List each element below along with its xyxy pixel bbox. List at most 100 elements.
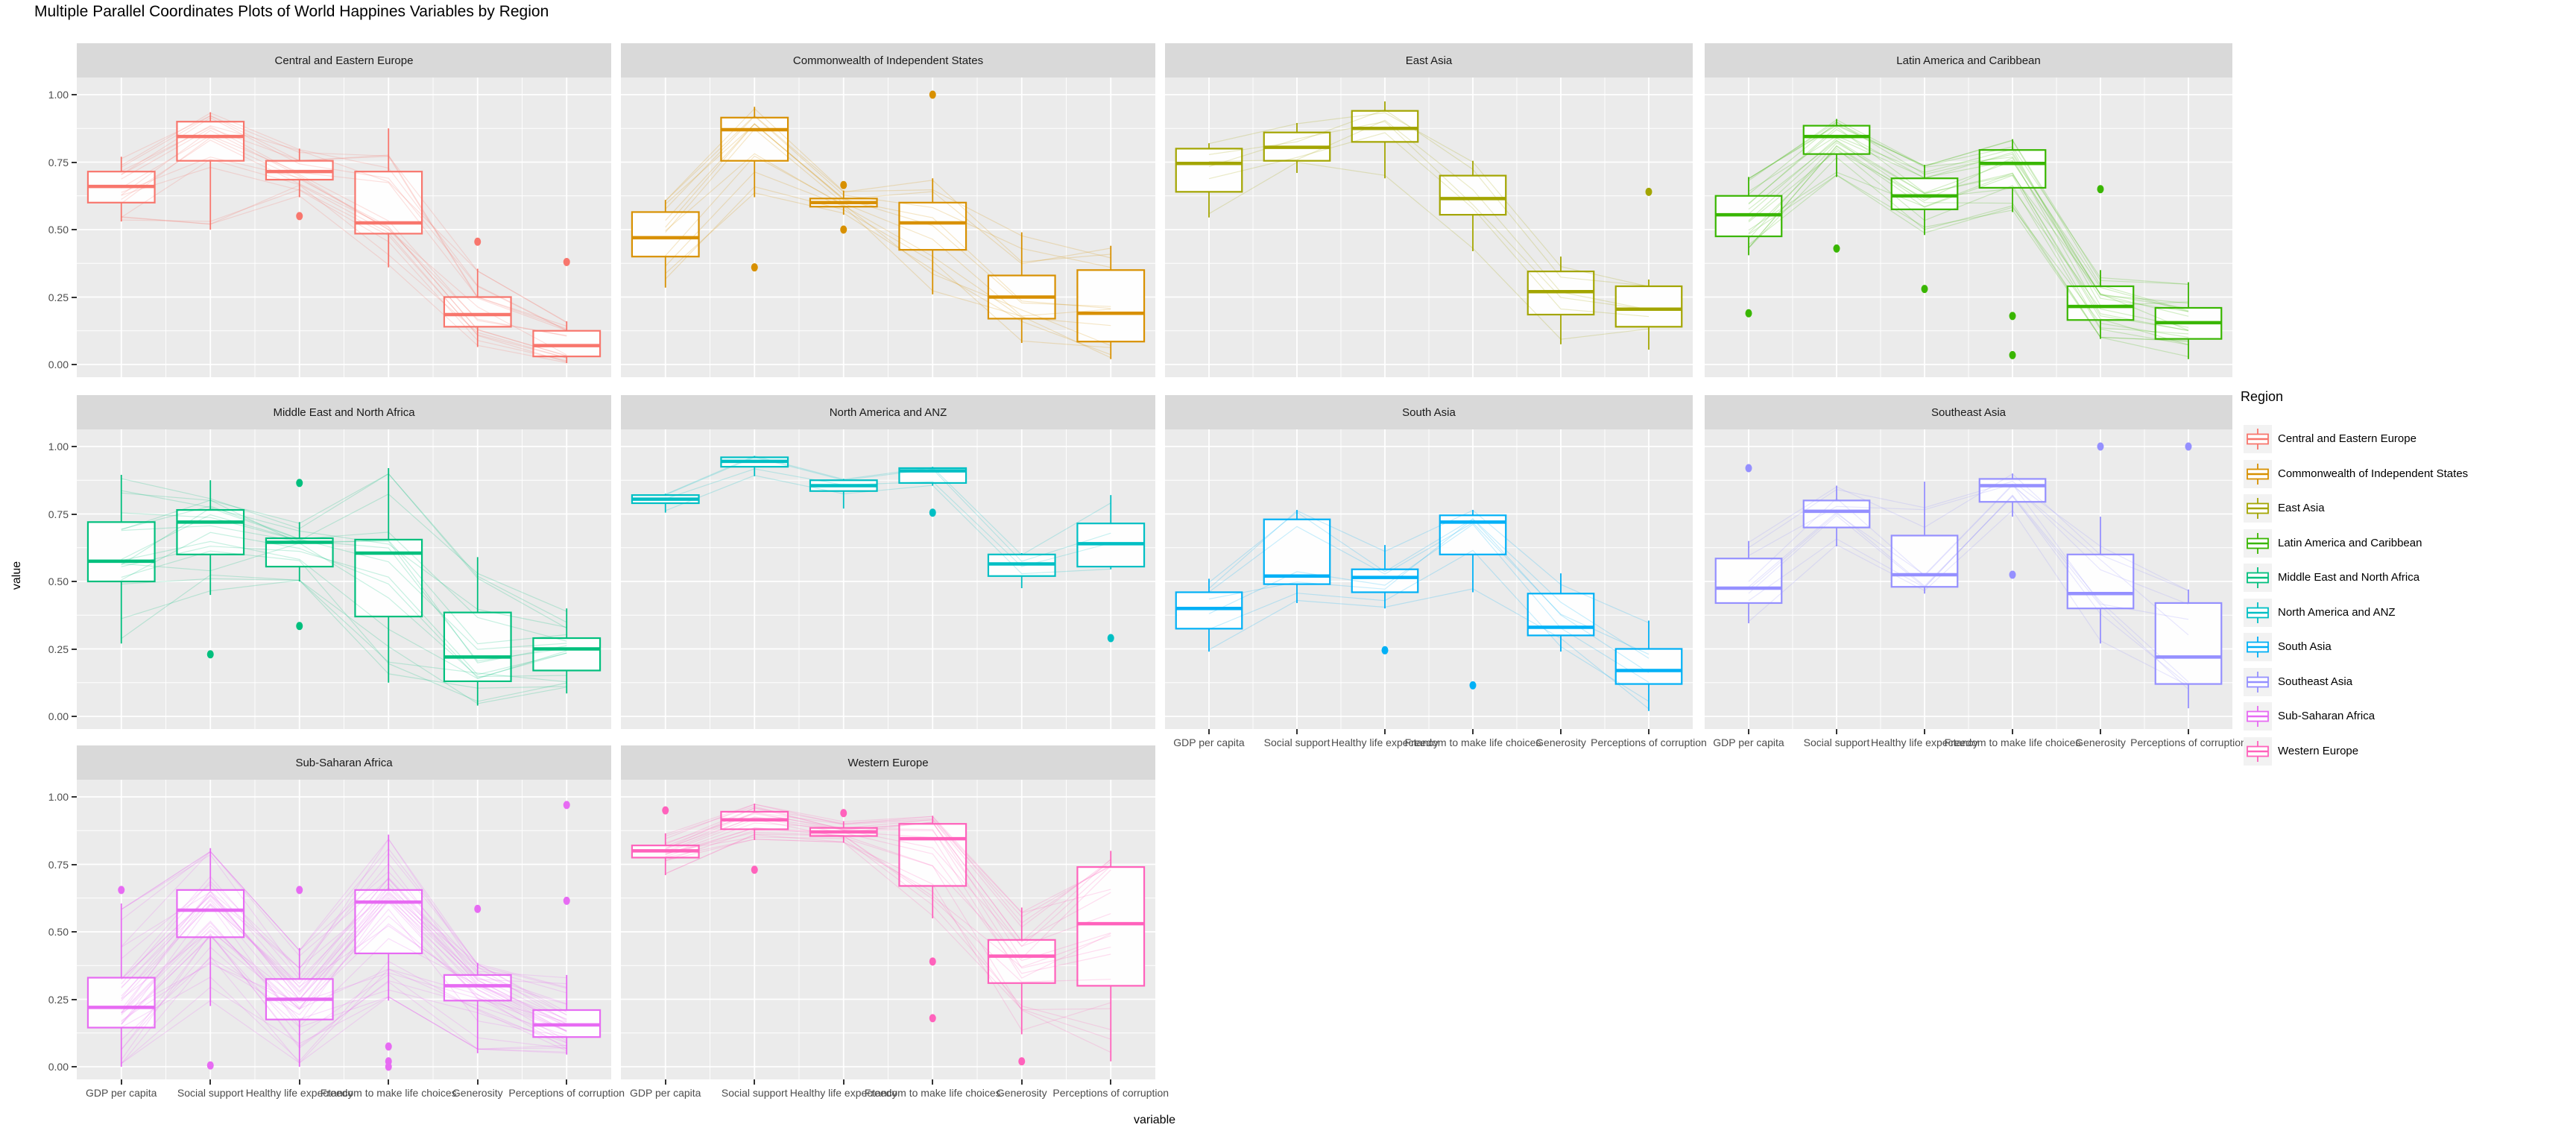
outlier-point — [929, 1014, 936, 1023]
facet-strip-label: Western Europe — [847, 756, 929, 769]
facet-panel — [1705, 429, 2232, 729]
boxplot-6 — [532, 321, 602, 364]
outlier-point — [563, 896, 570, 905]
boxplot-2 — [720, 107, 789, 198]
y-tick-mark — [72, 796, 77, 798]
x-tick-label: Freedom to make life choices — [1944, 736, 2081, 748]
boxplot-3 — [1351, 101, 1419, 179]
y-tick-mark — [72, 229, 77, 230]
y-tick-mark — [72, 513, 77, 515]
y-tick-label: 0.00 — [48, 1061, 69, 1073]
x-tick-mark — [298, 1079, 300, 1085]
boxplot-6 — [2154, 282, 2223, 359]
facet-strip: Sub-Saharan Africa — [77, 745, 611, 780]
facet-strip: East Asia — [1165, 43, 1693, 78]
boxplot-4 — [898, 178, 967, 294]
x-tick-label: Social support — [721, 1087, 788, 1099]
legend-entry-label: East Asia — [2278, 502, 2325, 514]
boxplot-4 — [898, 816, 967, 918]
x-tick-label: Healthy life expectancy — [789, 1087, 897, 1099]
boxplot-4 — [898, 467, 967, 486]
x-tick-mark — [1296, 729, 1298, 734]
outlier-point — [206, 650, 214, 659]
x-tick-mark — [1924, 729, 1925, 734]
boxplot-3 — [1890, 165, 1959, 236]
boxplot-2 — [720, 455, 789, 476]
facet-panel — [1705, 78, 2232, 377]
boxplot-4 — [1439, 510, 1507, 593]
facet-strip: North America and ANZ — [621, 395, 1155, 429]
legend-key-boxplot-icon — [2244, 598, 2272, 627]
y-tick-label: 1.00 — [48, 89, 69, 101]
boxplot-4 — [1978, 139, 2047, 212]
outlier-point — [840, 809, 847, 818]
outlier-point — [1107, 634, 1114, 643]
legend-entry-label: North America and ANZ — [2278, 605, 2396, 619]
boxplot-5 — [2066, 517, 2135, 644]
outlier-point — [929, 508, 936, 517]
legend-title: Region — [2241, 389, 2284, 404]
boxplot-1 — [631, 200, 700, 288]
boxplot-4 — [354, 834, 423, 1001]
y-tick-label: 0.00 — [48, 710, 69, 722]
y-tick-label: 0.50 — [48, 926, 69, 938]
outlier-point — [840, 180, 847, 189]
parallel-lines — [665, 455, 1111, 575]
y-tick-label: 1.00 — [48, 441, 69, 452]
x-tick-label: Healthy life expectancy — [1331, 736, 1439, 748]
x-tick-label: Perceptions of corruption — [1591, 736, 1707, 748]
y-tick-mark — [72, 446, 77, 447]
legend-entry-label: Latin America and Caribbean — [2278, 536, 2422, 549]
boxplot-4 — [1439, 160, 1507, 251]
y-tick-label: 0.50 — [48, 224, 69, 236]
boxplot-3 — [265, 148, 334, 198]
y-tick-mark — [72, 648, 77, 650]
facet-strip: Central and Eastern Europe — [77, 43, 611, 78]
facet-strip: Commonwealth of Independent States — [621, 43, 1155, 78]
boxplot-6 — [1614, 279, 1683, 350]
x-tick-label: Social support — [1263, 736, 1330, 748]
boxplot-6 — [1076, 245, 1146, 359]
x-tick-mark — [2012, 729, 2013, 734]
outlier-point — [296, 479, 303, 488]
boxplot-1 — [1175, 578, 1243, 652]
x-tick-mark — [1208, 729, 1210, 734]
boxplot-1 — [86, 903, 156, 1067]
x-tick-label: GDP per capita — [1173, 736, 1245, 748]
x-tick-mark — [932, 1079, 934, 1085]
y-tick-mark — [72, 998, 77, 1000]
boxplot-1 — [1175, 143, 1243, 218]
y-tick-mark — [72, 94, 77, 95]
x-tick-mark — [2188, 729, 2189, 734]
legend-key-boxplot-icon — [2244, 633, 2272, 661]
x-tick-label: GDP per capita — [1713, 736, 1784, 748]
outlier-point — [563, 801, 570, 810]
facet-panel — [621, 429, 1155, 729]
x-tick-label: Healthy life expectancy — [245, 1087, 353, 1099]
outlier-point — [1833, 244, 1840, 253]
facet-strip: Latin America and Caribbean — [1705, 43, 2232, 78]
x-tick-label-row: GDP per capita Social support Healthy life… — [0, 1085, 2576, 1105]
x-tick-mark — [566, 1079, 568, 1085]
boxplot-6 — [1076, 495, 1146, 570]
boxplot-1 — [1714, 177, 1783, 256]
boxplot-5 — [1527, 256, 1595, 344]
outlier-point — [2185, 442, 2192, 451]
y-tick-mark — [72, 931, 77, 933]
facet-strip: Western Europe — [621, 745, 1155, 780]
outlier-point — [2009, 570, 2016, 579]
y-tick-mark — [72, 161, 77, 163]
legend-entry-label: Southeast Asia — [2278, 675, 2353, 688]
outlier-point — [563, 257, 570, 266]
boxplot-5 — [987, 232, 1056, 344]
legend-entry-label: Sub-Saharan Africa — [2278, 710, 2375, 722]
boxplot-3 — [809, 821, 878, 843]
facet-panel — [1165, 429, 1693, 729]
y-tick-label: 0.75 — [48, 508, 69, 520]
facet-strip-label: Central and Eastern Europe — [274, 54, 414, 67]
boxplot-3 — [265, 522, 334, 581]
boxplot-3 — [265, 947, 334, 1067]
outlier-point — [1745, 464, 1752, 473]
outlier-point — [1921, 285, 1928, 294]
